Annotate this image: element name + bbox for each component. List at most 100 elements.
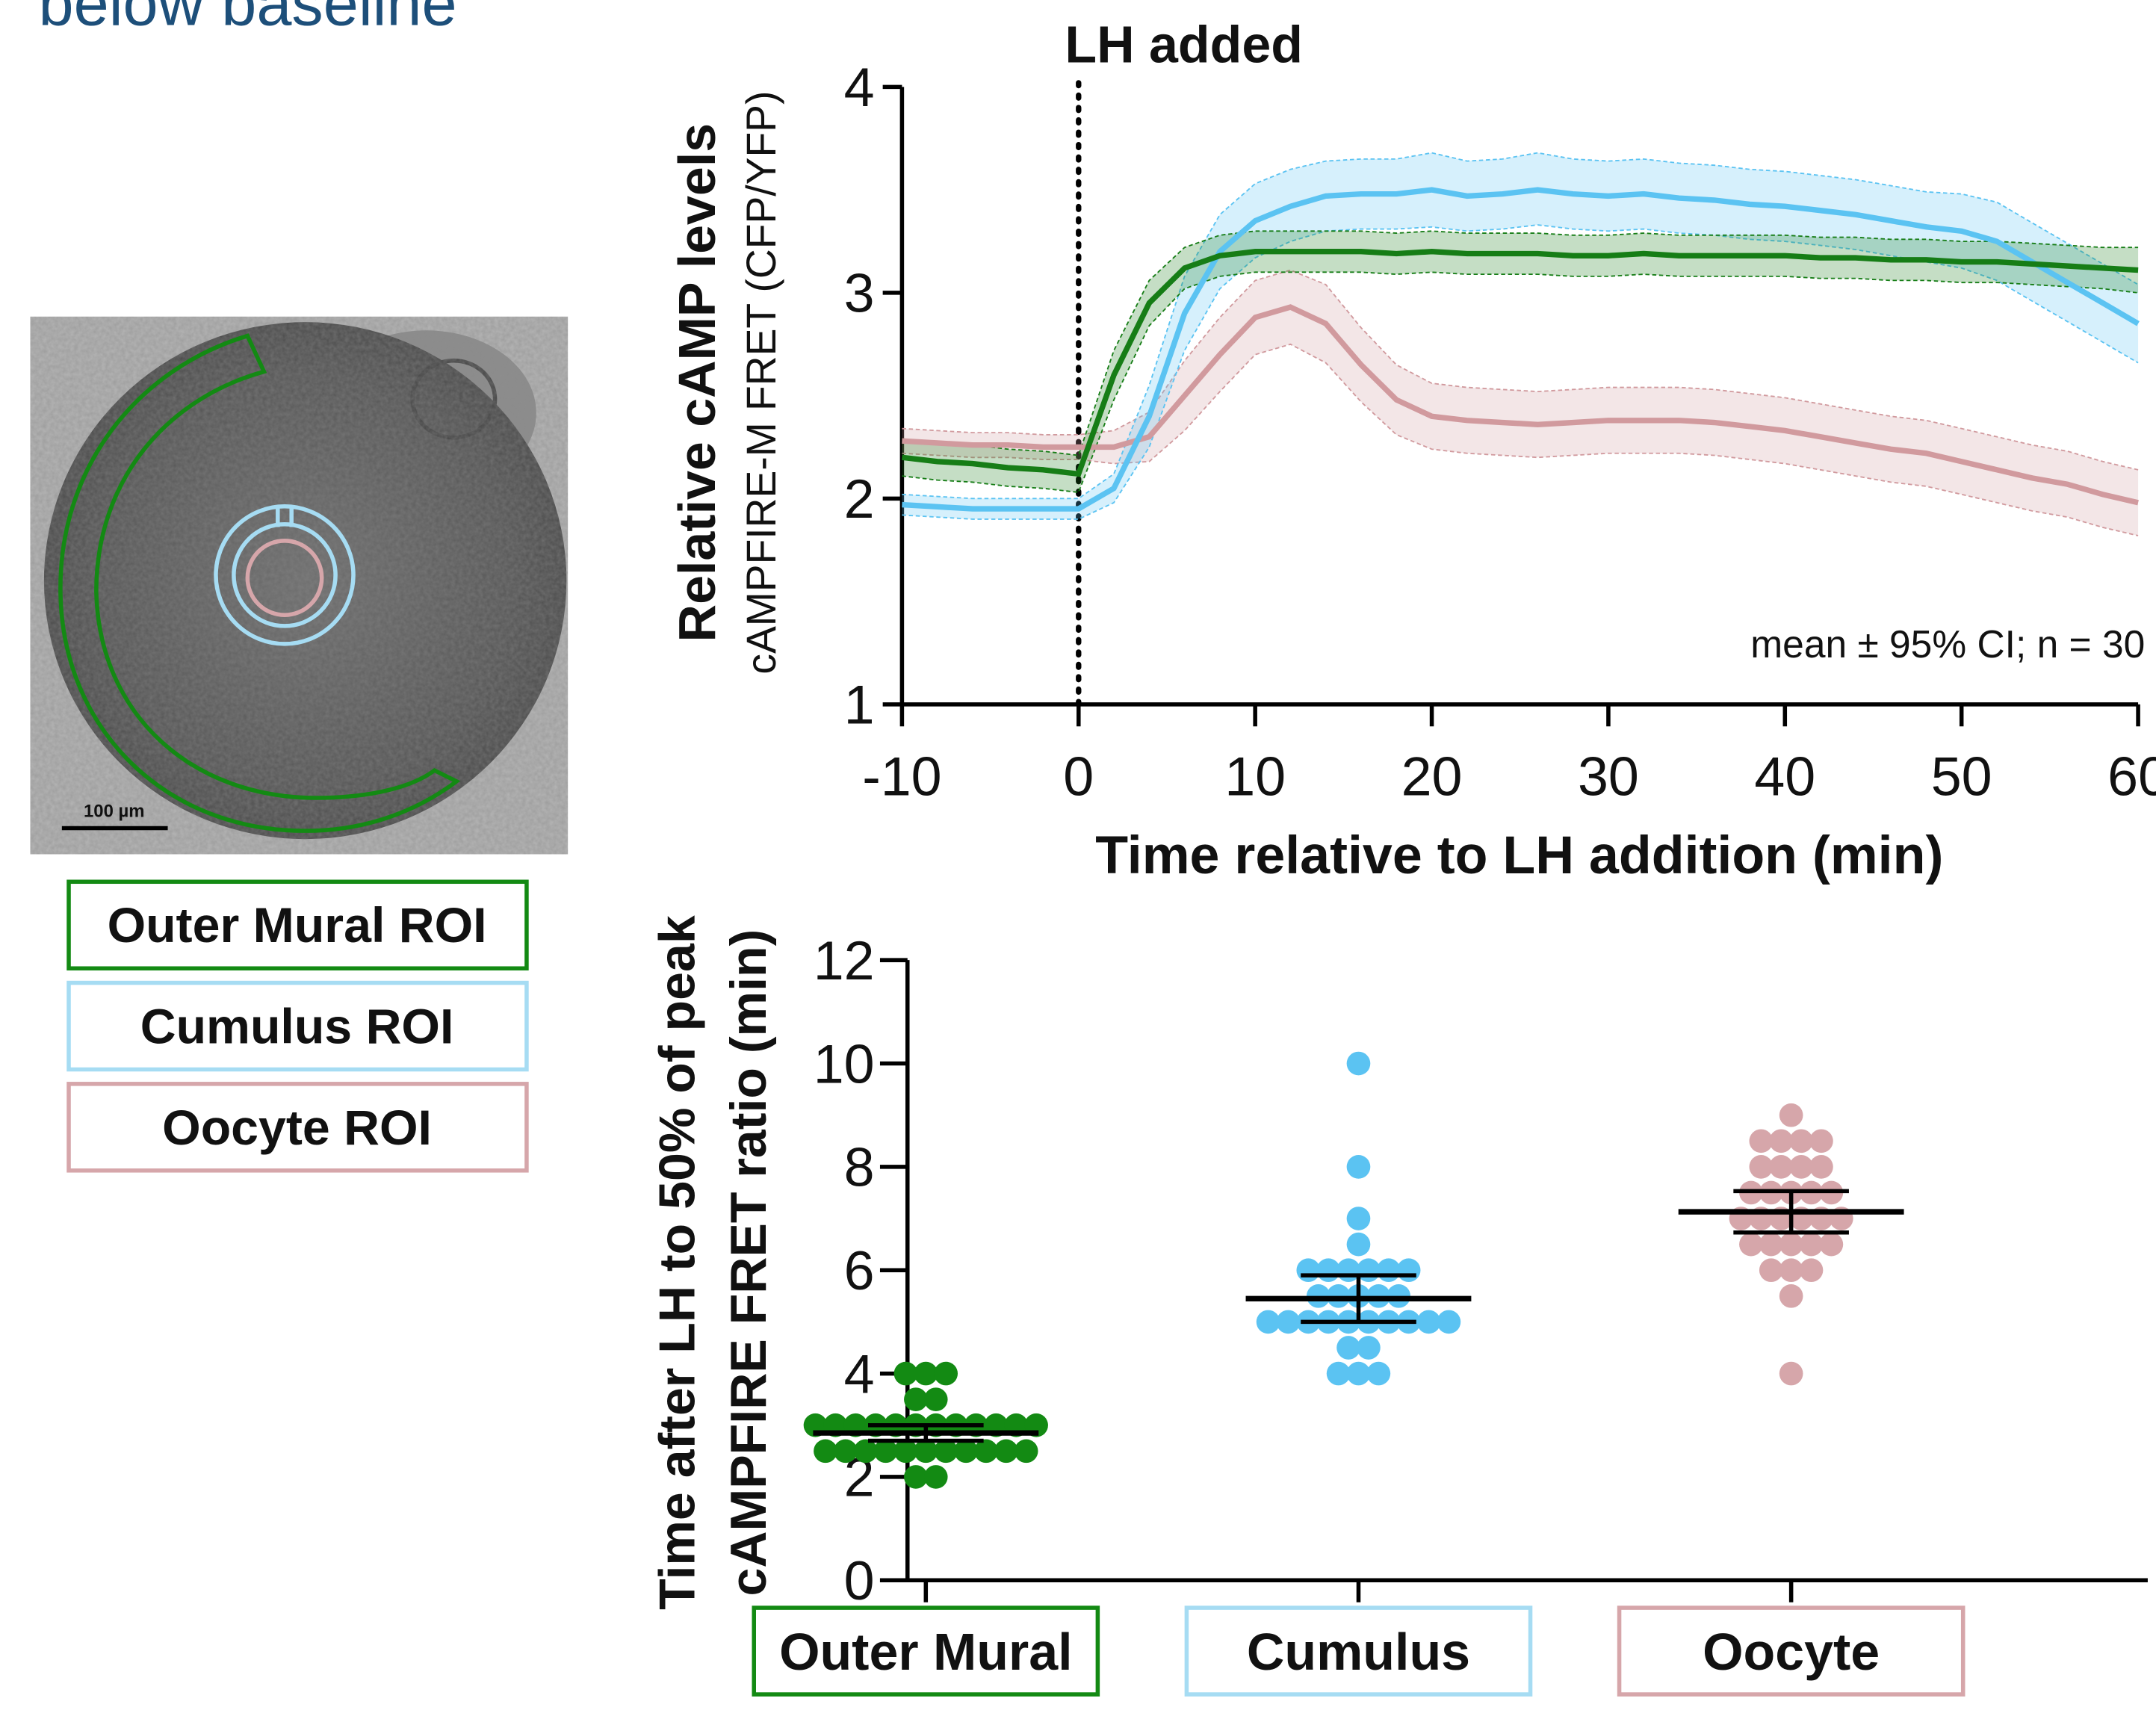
dot (1789, 1129, 1813, 1153)
dot (1366, 1361, 1391, 1386)
x-tick-label: Cumulus (1247, 1623, 1470, 1681)
mean-line (901, 249, 2139, 477)
y-axis-title: Relative cAMP levels (668, 123, 726, 642)
dot (904, 1465, 928, 1489)
y-tick-label: 3 (844, 262, 875, 324)
legend-label: Oocyte ROI (162, 1100, 432, 1156)
dot (994, 1439, 1018, 1464)
dot (1326, 1361, 1351, 1386)
x-tick-label: 40 (1754, 745, 1815, 807)
y-tick-label: 10 (814, 1032, 875, 1094)
dot (1739, 1232, 1763, 1257)
ci-lower (902, 224, 2139, 520)
dot (974, 1439, 998, 1464)
dot (1346, 1155, 1371, 1179)
dot (934, 1439, 958, 1464)
dot (1779, 1361, 1803, 1386)
dot (1437, 1310, 1461, 1334)
dot (1799, 1232, 1824, 1257)
dot (893, 1361, 918, 1386)
dot (853, 1439, 878, 1464)
ci-lower (902, 343, 2139, 536)
y-tick-label: 1 (844, 674, 875, 736)
x-tick-label: 10 (1224, 745, 1286, 807)
category-box (1617, 1605, 1966, 1697)
category-box (752, 1605, 1100, 1697)
legend-label: Outer Mural ROI (108, 898, 487, 953)
y-tick-label: 4 (844, 1342, 875, 1405)
dot (1779, 1258, 1803, 1283)
scale-bar-label: 100 µm (84, 802, 145, 822)
y-axis-subtitle: cAMPFIRE FRET ratio (min) (720, 929, 777, 1597)
dot (914, 1361, 938, 1386)
x-tick-label: 60 (2107, 745, 2156, 807)
ci-band (902, 152, 2139, 519)
dot (1759, 1258, 1783, 1283)
y-tick-label: 0 (844, 1549, 875, 1611)
legend-label: Cumulus ROI (140, 1000, 454, 1055)
dot (1799, 1258, 1824, 1283)
note: mean ± 95% CI; n = 30 (1750, 622, 2145, 666)
y-tick-label: 4 (844, 56, 875, 118)
dot (1779, 1232, 1803, 1257)
dot (1416, 1310, 1441, 1334)
dot (1346, 1051, 1371, 1076)
dot (1276, 1310, 1301, 1334)
dot (1779, 1283, 1803, 1308)
annotation: LH added (1065, 15, 1303, 73)
x-tick-label: Outer Mural (779, 1623, 1072, 1681)
legend-box (66, 980, 529, 1072)
dot (1336, 1336, 1360, 1360)
dot (914, 1439, 938, 1464)
x-tick-label: 50 (1931, 745, 1992, 807)
y-axis-subtitle: cAMPFIRE-M FRET (CFP/YFP) (738, 91, 784, 675)
y-tick-label: 2 (844, 468, 875, 530)
dot (1346, 1361, 1371, 1386)
x-axis-title: Time relative to LH addition (min) (1095, 826, 1943, 885)
dot (1769, 1155, 1794, 1179)
dot (1357, 1336, 1381, 1360)
category-box (1184, 1605, 1533, 1697)
dot (833, 1439, 858, 1464)
dot (934, 1361, 958, 1386)
x-tick-label: Oocyte (1703, 1623, 1880, 1681)
dot (1396, 1258, 1421, 1283)
x-tick-label: 20 (1401, 745, 1463, 807)
ci-band (902, 270, 2139, 536)
legend-box (66, 1082, 529, 1173)
mean-line (902, 304, 2139, 506)
dot (1014, 1439, 1038, 1464)
dot (954, 1439, 978, 1464)
y-tick-label: 12 (814, 929, 875, 991)
x-tick-label: -10 (862, 745, 941, 807)
dot (1769, 1129, 1794, 1153)
dot (1749, 1129, 1774, 1153)
dot (1809, 1155, 1833, 1179)
dot (1346, 1232, 1371, 1257)
dot (1346, 1207, 1371, 1230)
ci-upper (902, 230, 2139, 456)
dot (904, 1387, 928, 1411)
ci-upper (902, 269, 2139, 471)
dot (1256, 1310, 1280, 1334)
dot (1789, 1155, 1813, 1179)
y-tick-label: 8 (844, 1136, 875, 1198)
dot (923, 1465, 948, 1489)
x-tick-label: 0 (1063, 745, 1094, 807)
x-tick-label: 30 (1578, 745, 1639, 807)
dot (1759, 1232, 1783, 1257)
mean-line (902, 187, 2140, 512)
y-tick-label: 6 (844, 1239, 875, 1301)
dot (1809, 1129, 1833, 1153)
dot (893, 1439, 918, 1464)
dot (873, 1439, 898, 1464)
ci-upper (902, 152, 2139, 500)
y-axis-title: Time after LH to 50% of peak (648, 915, 705, 1610)
micrograph: 100 µm (30, 316, 569, 855)
dot (923, 1387, 948, 1411)
dot (814, 1439, 837, 1464)
dot (1749, 1155, 1774, 1179)
dot (1779, 1103, 1803, 1127)
legend-box (66, 879, 529, 970)
